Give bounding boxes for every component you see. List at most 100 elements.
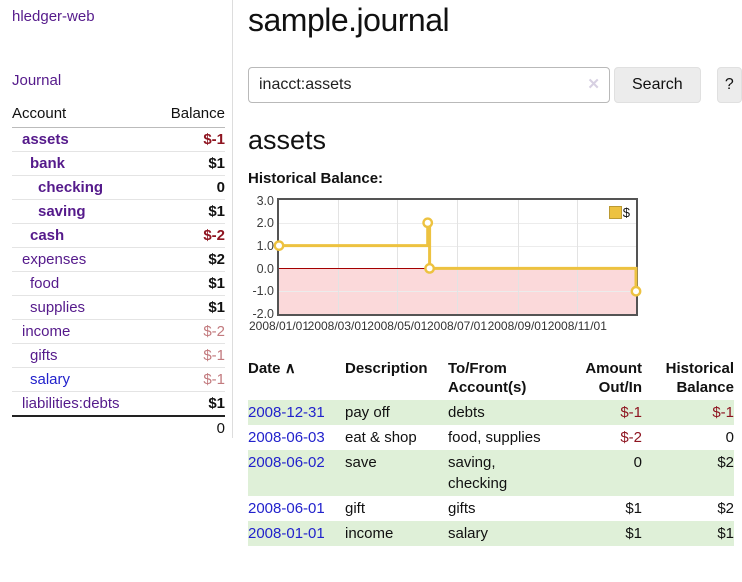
transaction-amount: $-1 (620, 404, 642, 421)
transaction-description: eat & shop (345, 429, 417, 446)
account-link-cash[interactable]: cash (30, 227, 65, 244)
transaction-date-link[interactable]: 2008-06-01 (248, 500, 325, 517)
account-link-food[interactable]: food (30, 275, 60, 292)
account-link-bank[interactable]: bank (30, 155, 66, 172)
transaction-amount: $1 (625, 525, 642, 542)
account-row: supplies $1 (12, 295, 225, 320)
account-balance: $-2 (153, 319, 225, 344)
transaction-description: income (345, 525, 394, 542)
account-row: food $1 (12, 271, 225, 296)
transaction-date-link[interactable]: 2008-01-01 (248, 525, 325, 542)
account-link-assets[interactable]: assets (22, 131, 69, 148)
account-link-income[interactable]: income (22, 323, 71, 340)
y-tick: 1.0 (256, 239, 274, 253)
account-balance: $-1 (153, 367, 225, 392)
column-header-balance: Historical Balance (665, 360, 734, 396)
clear-search-icon[interactable]: ✕ (587, 76, 600, 93)
column-header-amount: Amount Out/In (585, 360, 642, 396)
historical-balance-chart: $ 3.0 2.0 1.0 0.0 -1.0 -2.0 2008/01/01 2… (249, 194, 642, 336)
sidebar: hledger-web Journal Account Balance asse… (0, 0, 233, 440)
x-tick: 2008/07/01 (426, 319, 488, 333)
account-link-saving[interactable]: saving (38, 203, 86, 220)
sort-asc-icon: ∧ (284, 360, 296, 377)
account-balance: $1 (153, 391, 225, 416)
account-row: expenses $2 (12, 247, 225, 272)
account-balance: $-1 (203, 131, 225, 148)
chart-legend: $ (608, 205, 630, 220)
account-link-gifts[interactable]: gifts (30, 347, 58, 364)
transaction-description: gift (345, 500, 366, 517)
transaction-balance: 0 (725, 429, 734, 446)
transaction-date-link[interactable]: 2008-06-03 (248, 429, 325, 446)
search-input[interactable] (248, 67, 610, 103)
main-content: sample.journal ✕ Search ? assets Histori… (248, 0, 742, 546)
accounts-header-account: Account (12, 102, 154, 128)
account-balance: $1 (153, 151, 225, 176)
transaction-row[interactable]: 2008-01-01 income salary $1 $1 (248, 521, 734, 546)
accounts-total-row: 0 (12, 415, 225, 440)
account-balance: $1 (153, 271, 225, 296)
column-header-description: Description (345, 360, 428, 377)
search-form: ✕ Search ? (248, 67, 742, 103)
y-tick: 3.0 (256, 194, 274, 208)
account-link-supplies[interactable]: supplies (30, 299, 86, 316)
transaction-accounts: salary (448, 525, 489, 542)
account-row: salary $-1 (12, 367, 225, 392)
accounts-header-balance: Balance (153, 102, 225, 128)
account-link-salary[interactable]: salary (30, 371, 71, 388)
transaction-description: save (345, 454, 377, 471)
account-link-checking[interactable]: checking (38, 179, 104, 196)
transaction-balance: $2 (717, 454, 734, 471)
accounts-table: Account Balance assets $-1 bank $1 check… (12, 102, 225, 440)
transaction-balance: $-1 (712, 404, 734, 421)
transaction-accounts: gifts (448, 500, 476, 517)
transaction-amount: $-2 (620, 429, 642, 446)
account-row: bank $1 (12, 151, 225, 176)
brand-link[interactable]: hledger-web (12, 8, 95, 25)
legend-label: $ (622, 205, 630, 220)
x-tick: 2008/11/01 (547, 319, 607, 333)
transaction-date-link[interactable]: 2008-06-02 (248, 454, 325, 471)
account-balance: $1 (153, 295, 225, 320)
sidebar-item-journal[interactable]: Journal (12, 72, 62, 89)
help-button[interactable]: ? (716, 67, 742, 103)
account-balance: 0 (153, 175, 225, 200)
account-balance: $1 (153, 199, 225, 224)
balance-series-line (273, 217, 642, 297)
transaction-amount: 0 (633, 454, 642, 471)
x-tick: 2008/03/01 (307, 319, 368, 333)
column-header-date[interactable]: Date ∧ (248, 360, 296, 377)
account-row: checking 0 (12, 175, 225, 200)
accounts-total-value: 0 (153, 415, 225, 440)
transaction-row[interactable]: 2008-06-03 eat & shop food, supplies $-2… (248, 425, 734, 450)
transaction-row[interactable]: 2008-06-02 save saving, checking 0 $2 (248, 450, 734, 496)
legend-swatch-icon (608, 206, 622, 219)
transaction-row[interactable]: 2008-12-31 pay off debts $-1 $-1 (248, 400, 734, 425)
account-row: cash $-2 (12, 223, 225, 248)
account-link-liabilities-debts[interactable]: liabilities:debts (22, 395, 120, 412)
account-row: assets $-1 (12, 128, 225, 152)
account-title: assets (248, 125, 327, 155)
y-tick: 2.0 (256, 216, 274, 230)
transaction-accounts: food, supplies (448, 429, 541, 446)
page-title: sample.journal (248, 2, 450, 38)
y-tick: 0.0 (256, 262, 274, 276)
account-row: saving $1 (12, 199, 225, 224)
search-button[interactable]: Search (614, 67, 701, 103)
account-link-expenses[interactable]: expenses (22, 251, 87, 268)
transaction-accounts: saving, checking (448, 454, 508, 492)
transaction-amount: $1 (625, 500, 642, 517)
x-tick: 2008/05/01 (367, 319, 428, 333)
transaction-balance: $1 (717, 525, 734, 542)
transactions-table: Date ∧ Description To/From Account(s) Am… (248, 357, 734, 546)
account-row: liabilities:debts $1 (12, 391, 225, 416)
account-balance: $2 (153, 247, 225, 272)
x-axis-labels: 2008/01/01 2008/03/01 2008/05/01 2008/07… (249, 319, 638, 336)
chart-plot-area: $ 3.0 2.0 1.0 0.0 -1.0 -2.0 (252, 194, 642, 321)
transaction-row[interactable]: 2008-06-01 gift gifts $1 $2 (248, 496, 734, 521)
transaction-description: pay off (345, 404, 390, 421)
y-tick: -1.0 (252, 284, 274, 298)
x-tick: 2008/09/01 (487, 319, 548, 333)
transaction-date-link[interactable]: 2008-12-31 (248, 404, 325, 421)
chart-label: Historical Balance: (248, 170, 384, 187)
